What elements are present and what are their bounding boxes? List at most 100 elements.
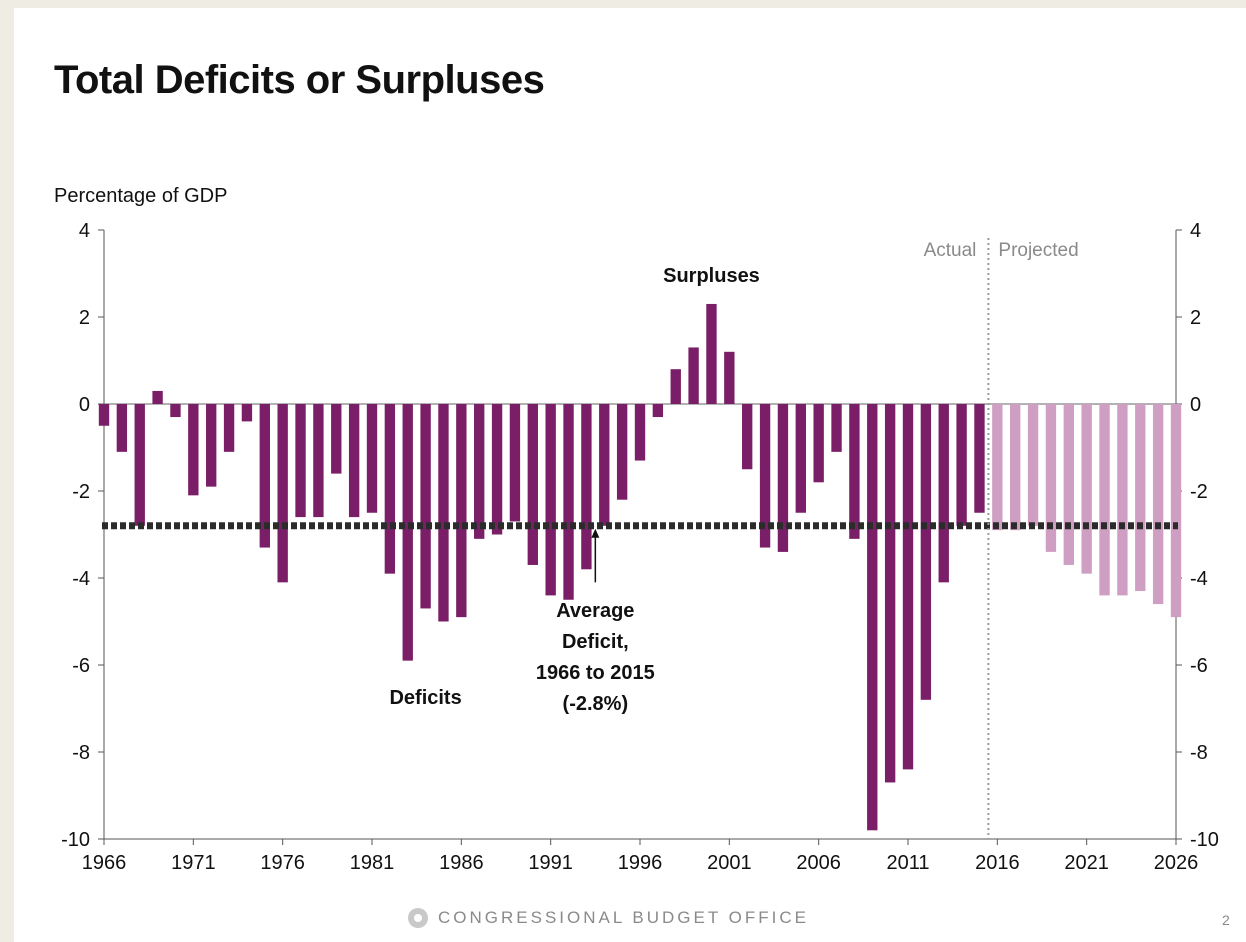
- projected-bar: [1117, 404, 1128, 596]
- y-tick-label-right: -10: [1190, 829, 1219, 851]
- actual-bar: [652, 404, 664, 418]
- projected-bar: [1063, 404, 1074, 565]
- average-label-line: Average: [556, 600, 634, 622]
- actual-bar: [259, 404, 270, 548]
- actual-bar: [313, 404, 324, 518]
- x-tick-label: 1981: [350, 852, 395, 874]
- actual-bar: [509, 404, 521, 522]
- actual-bar: [116, 404, 128, 452]
- deficits-chart: Percentage of GDP 4 4 2 2 0 0 -2 -2 -4 -4 -6 -6 -8 -8 -…: [54, 185, 1219, 874]
- actual-bar: [152, 390, 163, 404]
- actual-bar: [867, 404, 878, 831]
- actual-bar: [98, 404, 110, 426]
- actual-bar: [348, 404, 360, 518]
- average-label-line: (-2.8%): [563, 693, 629, 715]
- projected-bar: [1010, 404, 1021, 531]
- y-tick-label-right: -4: [1190, 568, 1208, 590]
- actual-bar: [331, 404, 342, 474]
- y-tick-label-left: 0: [79, 394, 90, 416]
- actual-bar: [456, 404, 467, 618]
- annotation-label: Deficits: [389, 687, 461, 709]
- projected-label: Projected: [998, 240, 1078, 261]
- actual-bar: [813, 404, 824, 483]
- actual-bar: [420, 404, 431, 609]
- actual-bar: [688, 347, 699, 404]
- y-tick-label-right: 4: [1190, 220, 1201, 242]
- page-number: 2: [1222, 912, 1230, 928]
- actual-bar: [527, 404, 538, 565]
- y-tick-label-left: -2: [72, 481, 90, 503]
- actual-bar: [384, 404, 396, 574]
- x-tick-label: 1991: [528, 852, 573, 874]
- actual-bar: [563, 404, 574, 600]
- y-tick-label-right: -6: [1190, 655, 1208, 677]
- y-tick-label-left: -6: [72, 655, 90, 677]
- actual-bar: [581, 404, 592, 570]
- actual-bar: [634, 404, 646, 461]
- y-tick-label-left: 2: [79, 307, 90, 329]
- actual-bar: [902, 404, 914, 770]
- actual-bar: [777, 404, 789, 552]
- actual-bar: [920, 404, 932, 700]
- actual-bar: [491, 404, 503, 535]
- actual-bar: [616, 404, 628, 500]
- projected-bar: [992, 404, 1003, 531]
- actual-bar: [599, 404, 610, 526]
- average-arrow-head-icon: [591, 528, 600, 538]
- actual-bar: [402, 404, 413, 661]
- slide: Total Deficits or Surpluses Percentage o…: [14, 8, 1246, 942]
- y-tick-label-left: -10: [61, 829, 90, 851]
- actual-bar: [223, 404, 235, 452]
- footer: CONGRESSIONAL BUDGET OFFICE: [408, 908, 809, 928]
- x-tick-label: 1976: [260, 852, 305, 874]
- actual-bar: [134, 404, 145, 526]
- x-tick-label: 2026: [1154, 852, 1199, 874]
- actual-bar: [277, 404, 288, 583]
- x-tick-label: 1966: [82, 852, 127, 874]
- projected-bar: [1152, 404, 1164, 605]
- cbo-logo-icon: [408, 908, 428, 928]
- projected-bar: [1045, 404, 1057, 552]
- actual-bar: [438, 404, 449, 622]
- actual-bar: [831, 404, 842, 452]
- x-tick-label: 2021: [1064, 852, 1109, 874]
- actual-bar: [724, 351, 735, 404]
- actual-bar: [706, 303, 717, 404]
- x-tick-label: 2006: [796, 852, 841, 874]
- x-tick-label: 2011: [886, 852, 929, 874]
- y-tick-label-right: 2: [1190, 307, 1201, 329]
- y-tick-label-left: -8: [72, 742, 90, 764]
- annotation-label: Surpluses: [663, 265, 760, 287]
- projected-bar: [1027, 404, 1039, 526]
- projected-bar: [1135, 404, 1146, 592]
- y-tick-label-left: 4: [79, 220, 90, 242]
- footer-text: CONGRESSIONAL BUDGET OFFICE: [438, 908, 809, 927]
- actual-bar: [884, 404, 896, 783]
- x-tick-label: 2001: [707, 852, 752, 874]
- actual-bar: [956, 404, 967, 526]
- x-tick-label: 1971: [171, 852, 216, 874]
- actual-bar: [295, 404, 306, 518]
- y-axis-label: Percentage of GDP: [54, 185, 227, 207]
- actual-bar: [759, 404, 771, 548]
- actual-bar: [545, 404, 556, 596]
- x-tick-label: 1996: [618, 852, 663, 874]
- actual-bar: [849, 404, 860, 539]
- actual-bar: [795, 404, 806, 513]
- y-tick-label-right: -8: [1190, 742, 1208, 764]
- actual-bar: [974, 404, 985, 513]
- average-label-line: Deficit,: [562, 631, 629, 653]
- slide-title: Total Deficits or Surpluses: [54, 58, 545, 102]
- x-tick-label: 1986: [439, 852, 484, 874]
- actual-label: Actual: [924, 240, 977, 261]
- actual-bar: [670, 369, 681, 404]
- x-tick-label: 2016: [975, 852, 1020, 874]
- actual-bar: [742, 404, 753, 470]
- projected-bar: [1170, 404, 1182, 618]
- y-tick-label-left: -4: [72, 568, 90, 590]
- actual-bar: [474, 404, 485, 539]
- actual-bar: [366, 404, 378, 513]
- actual-bar: [938, 404, 949, 583]
- y-tick-label-right: 0: [1190, 394, 1201, 416]
- projected-bar: [1081, 404, 1092, 574]
